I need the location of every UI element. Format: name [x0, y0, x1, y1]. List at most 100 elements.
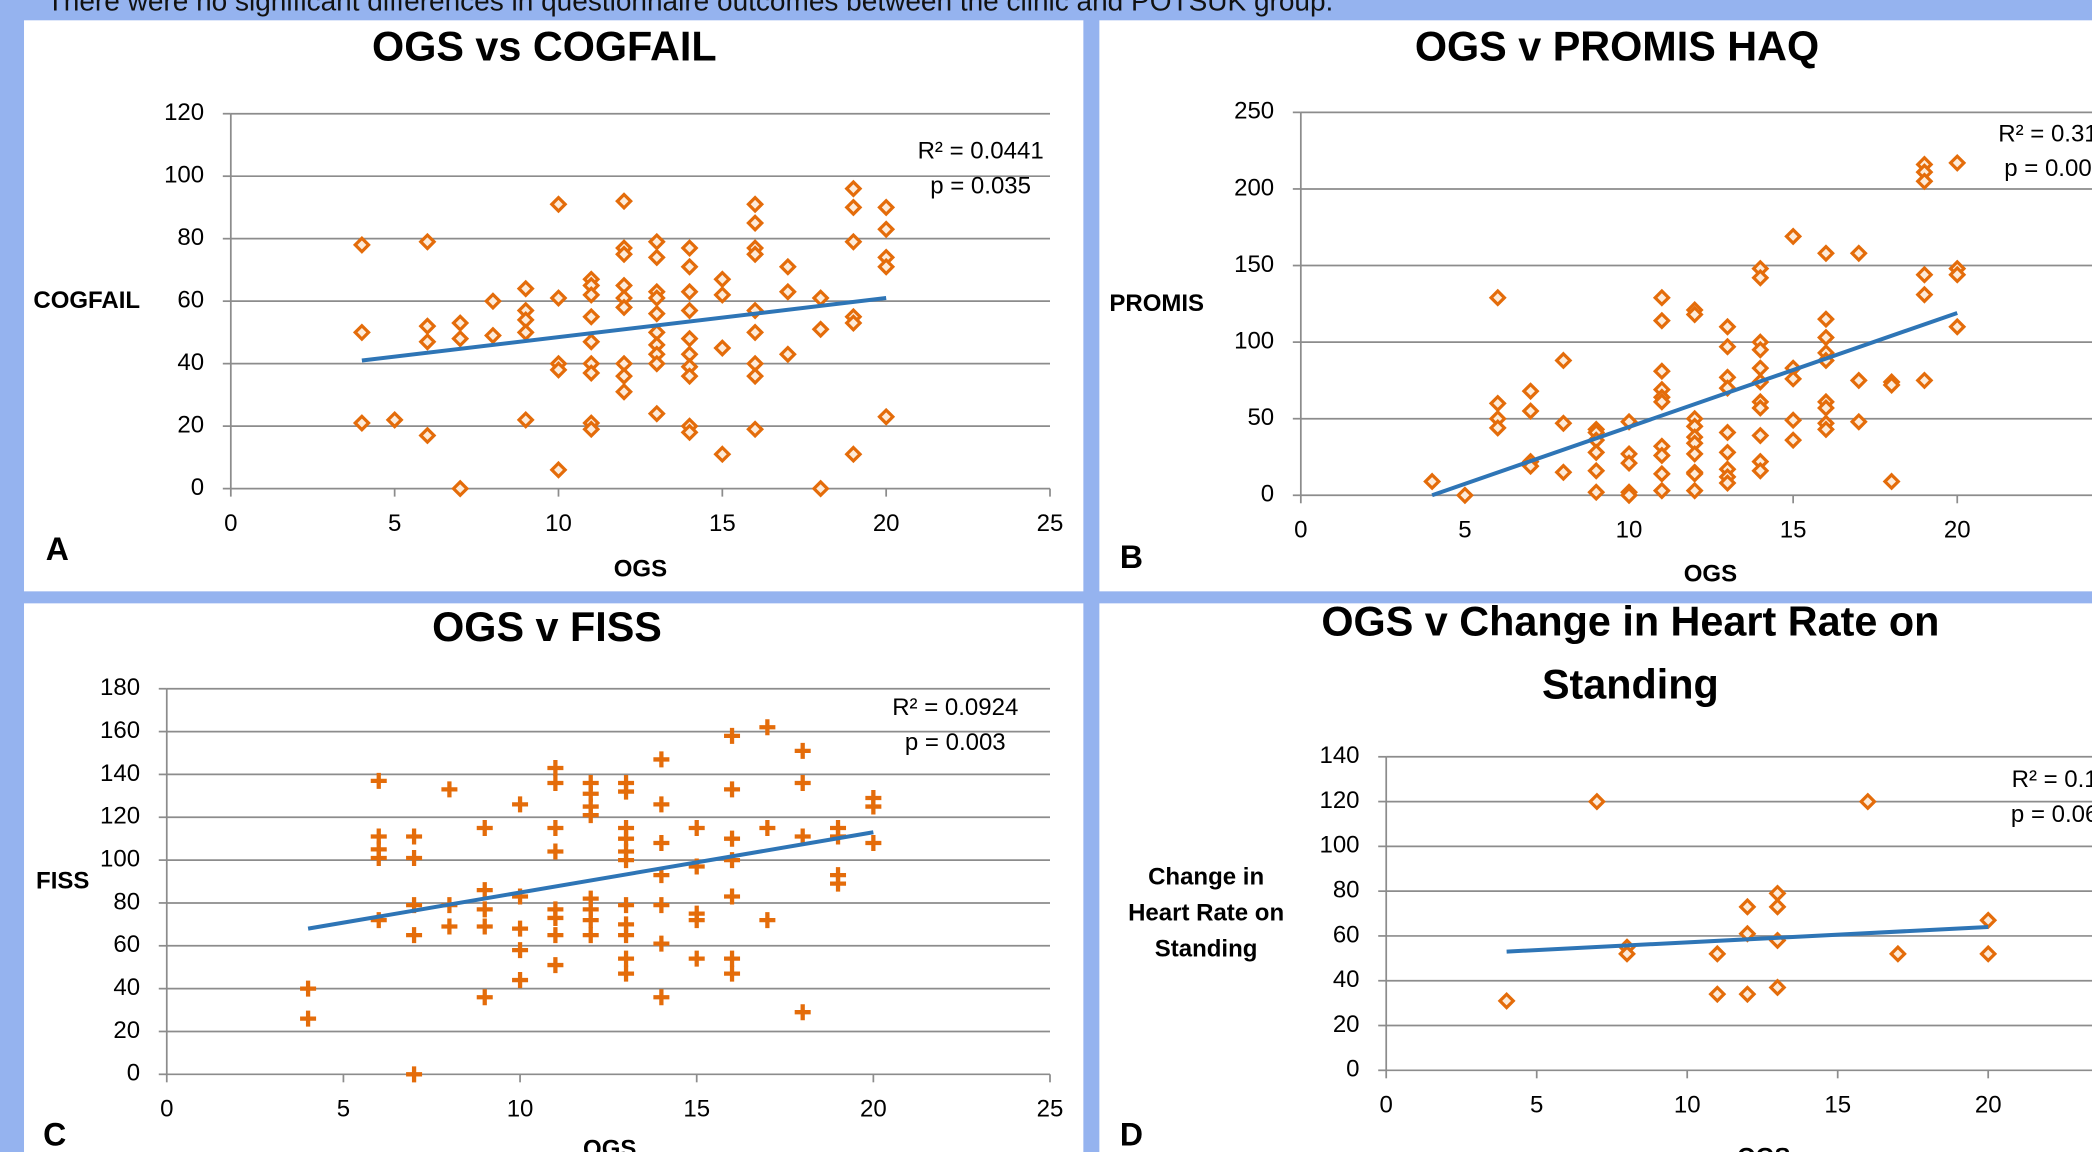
point: [352, 235, 371, 254]
point: [746, 420, 765, 439]
point: [418, 426, 437, 445]
x-axis-label: OGS: [614, 555, 667, 582]
point: [1554, 351, 1573, 370]
x-axis-label: OGS: [1737, 1144, 1790, 1152]
point: [877, 220, 896, 239]
point: [451, 329, 470, 348]
point: [1817, 244, 1835, 263]
point: [618, 852, 635, 869]
point: [582, 332, 601, 351]
point: [1488, 288, 1507, 307]
point: [865, 798, 882, 815]
point: [724, 781, 741, 798]
y-tick-label: 0: [1261, 481, 1274, 508]
point: [811, 479, 830, 498]
point: [746, 323, 765, 342]
chart-title: OGS v PROMIS HAQ: [1415, 24, 1819, 70]
point: [1423, 472, 1442, 491]
point: [1685, 305, 1704, 324]
y-tick-label: 120: [1319, 787, 1359, 814]
point: [1554, 414, 1573, 433]
y-tick-label: 50: [1247, 404, 1274, 431]
panel-background: [1099, 603, 2092, 1152]
point: [1888, 944, 1907, 963]
point: [794, 828, 811, 845]
point: [615, 245, 633, 264]
x-tick-label: 5: [337, 1096, 350, 1123]
point: [1784, 369, 1803, 388]
y-tick-label: 80: [113, 888, 140, 915]
trendline: [307, 830, 874, 931]
point: [865, 834, 882, 851]
point: [618, 950, 635, 967]
x-axis-label: OGS: [1684, 561, 1737, 588]
point: [1817, 310, 1835, 329]
point: [653, 989, 670, 1006]
point: [1858, 792, 1877, 811]
point: [618, 965, 635, 982]
point: [1587, 483, 1606, 502]
x-tick-label: 5: [388, 510, 401, 537]
point: [1652, 446, 1671, 465]
y-axis-label: Change in: [1148, 864, 1264, 891]
point: [1652, 464, 1671, 483]
y-axis-label: Heart Rate on: [1128, 900, 1284, 927]
x-tick-label: 20: [873, 510, 900, 537]
point: [1979, 944, 1998, 963]
y-tick-label: 0: [191, 474, 204, 501]
x-tick-label: 20: [1944, 517, 1971, 544]
annotation: p = 0.06: [2011, 801, 2092, 828]
point: [1521, 382, 1540, 401]
point: [680, 257, 699, 276]
point: [476, 989, 493, 1006]
point: [647, 404, 666, 423]
point: [1751, 426, 1770, 445]
point: [1882, 376, 1901, 394]
point: [1685, 481, 1704, 500]
panel-label: B: [1120, 539, 1143, 575]
point: [441, 918, 458, 935]
y-tick-label: 200: [1234, 174, 1274, 201]
point: [484, 292, 502, 311]
y-tick-label: 120: [100, 803, 140, 830]
point: [680, 239, 699, 257]
point: [653, 935, 670, 952]
point: [680, 367, 699, 386]
y-axis-label: Standing: [1155, 936, 1258, 963]
trendline: [361, 296, 887, 363]
y-tick-label: 100: [1234, 327, 1274, 354]
point: [1751, 399, 1770, 417]
y-tick-label: 40: [113, 974, 140, 1001]
x-tick-label: 10: [1616, 517, 1643, 544]
point: [1738, 897, 1757, 916]
y-tick-label: 20: [1333, 1011, 1360, 1038]
point: [1718, 423, 1737, 442]
point: [352, 414, 371, 432]
point: [1784, 411, 1803, 430]
trendline: [1431, 311, 1958, 498]
y-axis-label: PROMIS: [1109, 290, 1204, 317]
annotation: p = 0.00: [2004, 155, 2091, 182]
point: [582, 285, 601, 304]
point: [582, 364, 601, 382]
y-tick-label: 140: [1319, 742, 1359, 769]
chart-title: OGS vs COGFAIL: [372, 24, 717, 70]
point: [1915, 172, 1934, 191]
point: [1768, 978, 1787, 997]
point: [547, 843, 564, 860]
annotation: R² = 0.0924: [892, 694, 1018, 721]
y-tick-label: 0: [1346, 1056, 1359, 1083]
point: [385, 410, 404, 429]
point: [370, 849, 387, 866]
point: [549, 360, 568, 379]
point: [746, 214, 765, 232]
point: [653, 796, 670, 813]
x-tick-label: 10: [545, 510, 572, 537]
point: [688, 819, 705, 836]
chart-title: OGS v Change in Heart Rate on: [1321, 599, 1939, 645]
trendline: [1506, 924, 1989, 954]
y-tick-label: 180: [100, 674, 140, 701]
x-tick-label: 20: [1975, 1092, 2002, 1119]
x-tick-label: 5: [1530, 1092, 1543, 1119]
